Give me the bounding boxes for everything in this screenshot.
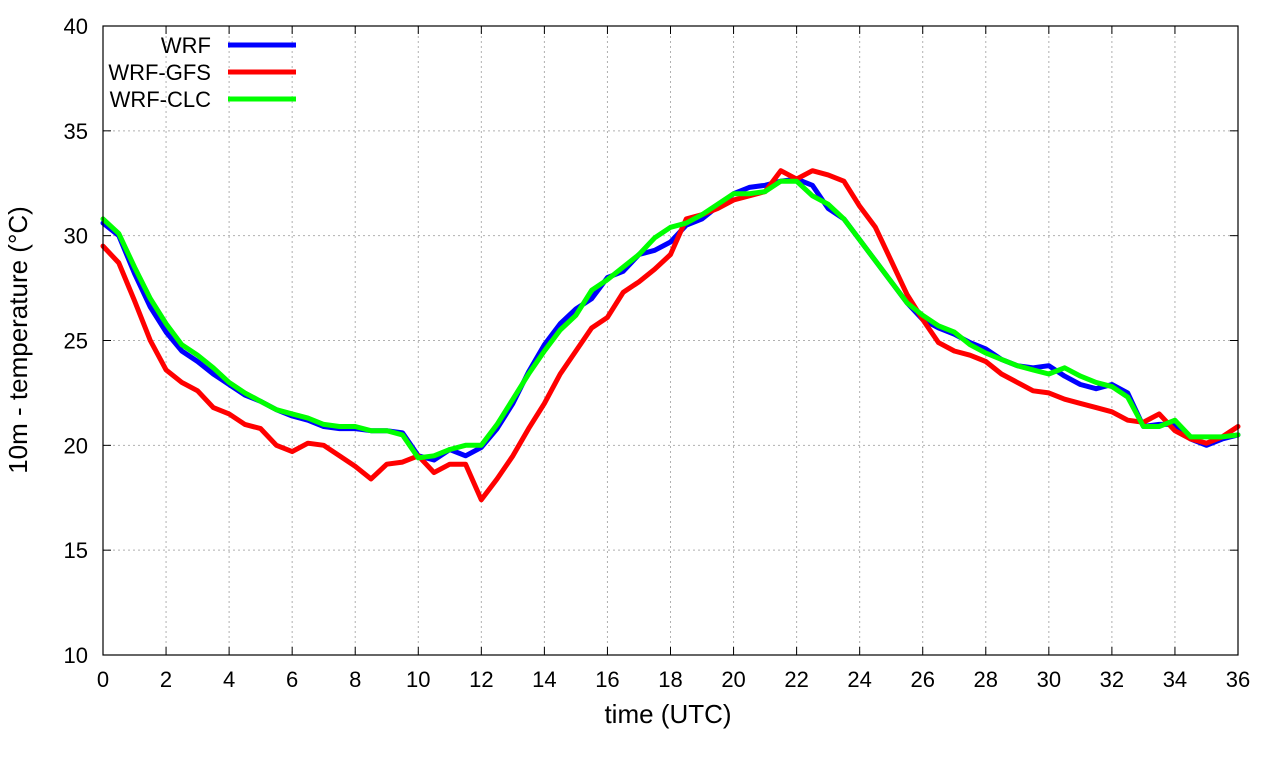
x-tick-label: 14 [532,667,556,692]
x-tick-label: 34 [1163,667,1187,692]
y-tick-label: 10 [64,643,88,668]
x-tick-label: 8 [349,667,361,692]
x-tick-label: 20 [721,667,745,692]
x-tick-label: 0 [97,667,109,692]
y-tick-label: 20 [64,433,88,458]
x-tick-label: 6 [286,667,298,692]
x-axis-title: time (UTC) [604,699,731,729]
y-tick-label: 30 [64,224,88,249]
x-tick-label: 4 [223,667,235,692]
y-tick-label: 25 [64,329,88,354]
x-tick-label: 28 [974,667,998,692]
x-tick-label: 16 [595,667,619,692]
x-tick-labels: 0 2 4 6 8 10 12 14 16 18 20 22 24 26 28 30 32 34 36 [97,667,1250,692]
y-tick-labels: 10 15 20 25 30 35 40 [64,14,88,668]
x-tick-label: 30 [1037,667,1061,692]
x-tick-label: 32 [1100,667,1124,692]
series-lines [100,168,1241,503]
x-tick-label: 18 [658,667,682,692]
y-axis-title: 10m - temperature (°C) [3,206,33,474]
series-line-wrf-clc [100,178,1241,461]
y-tick-label: 35 [64,119,88,144]
legend-label-wrf-gfs: WRF-GFS [108,60,211,85]
series-line-wrf-gfs [100,168,1241,503]
x-tick-label: 36 [1226,667,1250,692]
grid-lines [103,26,1238,655]
x-tick-label: 26 [910,667,934,692]
x-tick-label: 24 [847,667,871,692]
plot-frame [102,25,1239,656]
x-tick-label: 10 [406,667,430,692]
y-tick-label: 15 [64,538,88,563]
x-tick-label: 12 [469,667,493,692]
y-tick-label: 40 [64,14,88,39]
legend-label-wrf-clc: WRF-CLC [110,87,212,112]
x-tick-label: 2 [160,667,172,692]
legend-label-wrf: WRF [161,33,211,58]
x-tick-label: 22 [784,667,808,692]
